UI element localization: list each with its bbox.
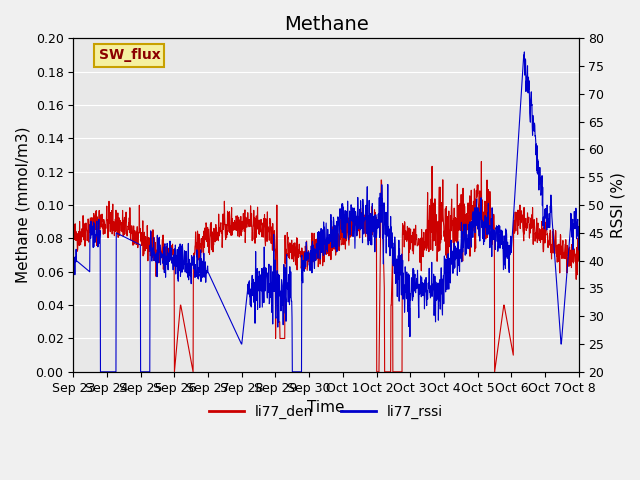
X-axis label: Time: Time [307,400,345,415]
li77_rssi [298,278,306,284]
li77_den [328,235,336,240]
li77_den [575,258,582,264]
li77_rssi [520,49,528,55]
li77_den [69,231,77,237]
Y-axis label: Methane (mmol/m3): Methane (mmol/m3) [15,127,30,283]
li77_rssi [328,227,336,233]
li77_den [298,250,306,256]
li77_rssi [418,288,426,294]
Title: Methane: Methane [284,15,369,34]
Y-axis label: RSSI (%): RSSI (%) [610,172,625,238]
Line: li77_den: li77_den [73,161,579,372]
li77_rssi [575,247,582,252]
li77_den [418,245,426,251]
Text: SW_flux: SW_flux [99,48,160,62]
li77_den [79,233,86,239]
li77_rssi [543,227,550,233]
li77_rssi [160,244,168,250]
li77_den [160,252,168,257]
Legend: li77_den, li77_rssi: li77_den, li77_rssi [204,400,449,425]
li77_den [171,369,179,375]
li77_den [543,228,550,234]
li77_den [477,158,485,164]
li77_rssi [97,369,104,375]
Line: li77_rssi: li77_rssi [73,52,579,372]
li77_rssi [69,255,77,261]
li77_rssi [79,263,86,269]
